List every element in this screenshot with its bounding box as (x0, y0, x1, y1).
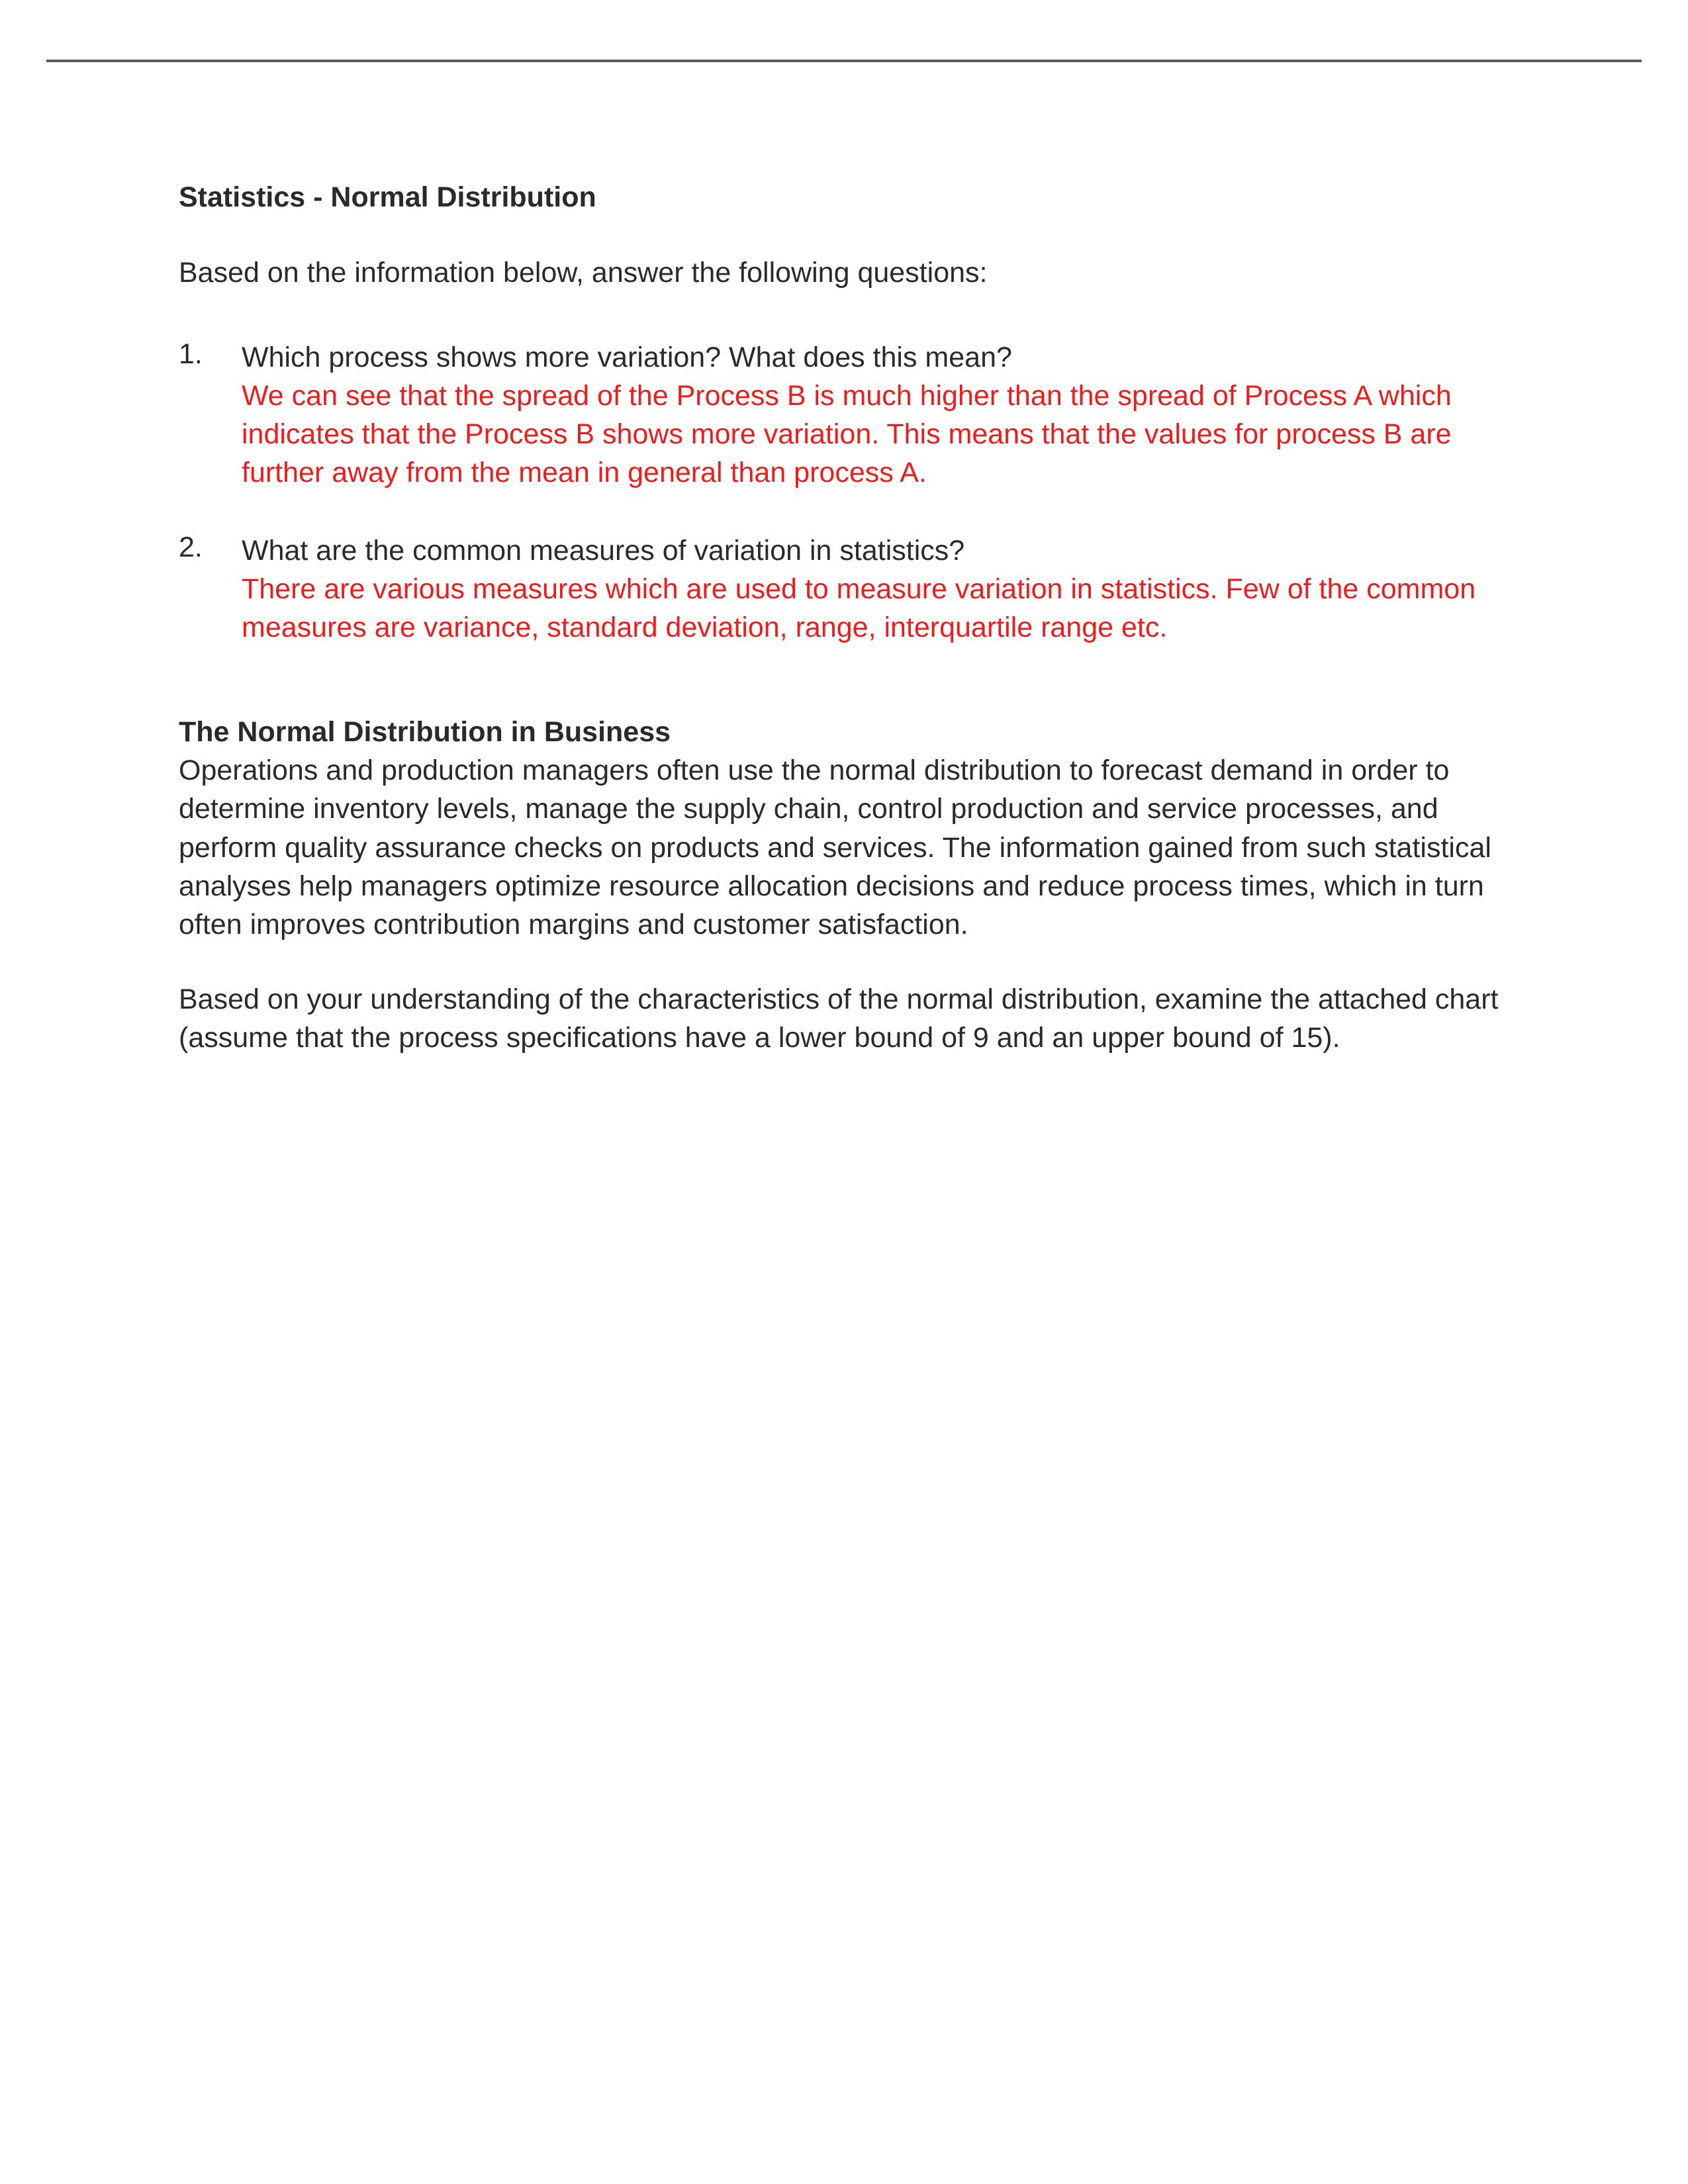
list-item: 2. What are the common measures of varia… (179, 531, 1509, 647)
question-text: What are the common measures of variatio… (242, 531, 1509, 570)
list-item: 1. Which process shows more variation? W… (179, 338, 1509, 492)
section: The Normal Distribution in Business Oper… (179, 713, 1509, 1056)
intro-text: Based on the information below, answer t… (179, 253, 1509, 292)
document-content: Statistics - Normal Distribution Based o… (46, 181, 1642, 1057)
answer-text: There are various measures which are use… (242, 570, 1509, 647)
section-heading: The Normal Distribution in Business (179, 713, 1509, 751)
document-page: Statistics - Normal Distribution Based o… (0, 0, 1688, 2184)
item-body: Which process shows more variation? What… (242, 338, 1509, 492)
item-body: What are the common measures of variatio… (242, 531, 1509, 647)
item-number: 2. (179, 531, 242, 647)
header-rule (46, 60, 1642, 62)
question-text: Which process shows more variation? What… (242, 338, 1509, 377)
paragraph: Based on your understanding of the chara… (179, 980, 1509, 1057)
document-title: Statistics - Normal Distribution (179, 181, 1509, 214)
question-list: 1. Which process shows more variation? W… (179, 338, 1509, 647)
answer-text: We can see that the spread of the Proces… (242, 377, 1509, 492)
paragraph: Operations and production managers often… (179, 751, 1509, 943)
item-number: 1. (179, 338, 242, 492)
